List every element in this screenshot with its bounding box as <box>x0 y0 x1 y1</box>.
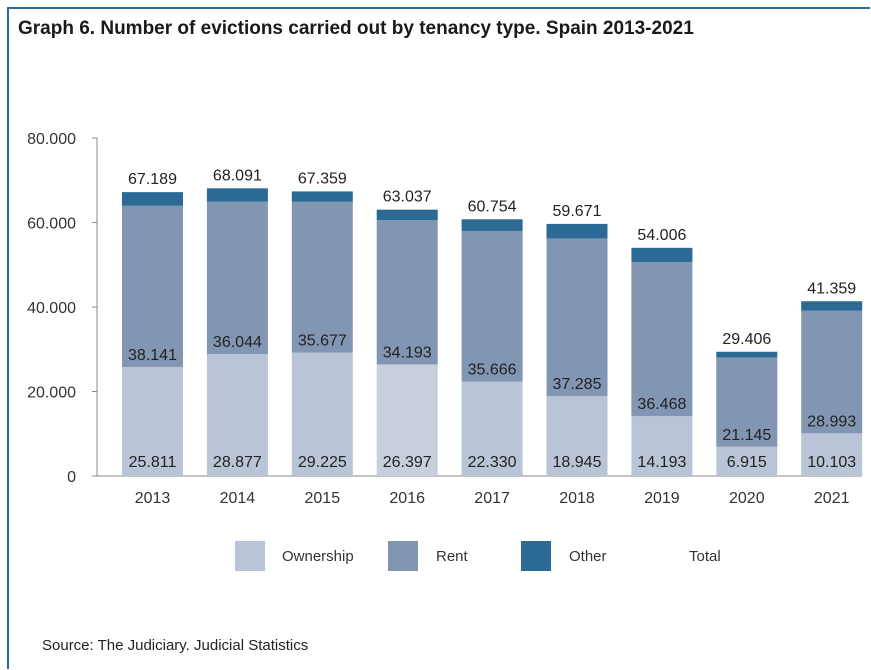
bar-ownership <box>546 395 608 476</box>
x-tick-label: 2014 <box>220 490 256 507</box>
legend-rent-label: Rent <box>436 548 469 565</box>
total-value-label: 67.359 <box>298 170 347 187</box>
total-value-label: 60.754 <box>468 198 517 215</box>
bar-other <box>461 219 523 231</box>
bar-other <box>376 209 438 221</box>
x-tick-label: 2016 <box>389 490 425 507</box>
rent-value-label: 28.993 <box>807 413 856 430</box>
x-tick-label: 2015 <box>305 490 341 507</box>
x-tick-label: 2021 <box>814 490 850 507</box>
legend-other-label: Other <box>569 548 607 565</box>
labels-layer: 25.811 38.141 67.189 28.877 36.044 68.091 29.2… <box>128 167 856 471</box>
legend-total-label: Total <box>689 548 721 565</box>
bar-rent <box>122 205 183 367</box>
rent-value-label: 21.145 <box>722 427 771 444</box>
rent-value-label: 35.666 <box>468 362 517 379</box>
ownership-value-label: 29.225 <box>298 454 347 471</box>
total-value-label: 41.359 <box>807 280 856 297</box>
x-tick-label: 2018 <box>559 490 595 507</box>
total-value-label: 29.406 <box>722 331 771 348</box>
bar-other <box>206 188 268 202</box>
x-tick-label: 2013 <box>135 490 171 507</box>
bar-ownership <box>376 364 438 476</box>
rent-value-label: 37.285 <box>553 376 602 393</box>
y-tick-label: 20.000 <box>27 385 76 402</box>
ownership-value-label: 28.877 <box>213 454 262 471</box>
ownership-value-label: 6.915 <box>727 454 767 471</box>
bar-rent <box>801 310 863 434</box>
bar-rent <box>716 357 778 447</box>
y-tick-label: 40.000 <box>27 300 76 317</box>
bar-ownership <box>206 353 268 476</box>
total-value-label: 67.189 <box>128 171 177 188</box>
x-tick-label: 2017 <box>474 490 510 507</box>
bar-rent <box>631 261 693 417</box>
ownership-value-label: 25.811 <box>129 454 177 471</box>
bar-other <box>122 192 183 206</box>
total-value-label: 68.091 <box>213 167 262 184</box>
total-value-label: 54.006 <box>637 227 686 244</box>
rent-value-label: 38.141 <box>128 347 177 364</box>
bar-ownership <box>122 366 183 476</box>
bars-layer <box>122 188 863 476</box>
total-value-label: 63.037 <box>383 189 432 206</box>
chart-title: Graph 6. Number of evictions carried out… <box>18 18 694 39</box>
rent-value-label: 36.044 <box>213 334 262 351</box>
bar-ownership <box>291 352 353 476</box>
ownership-value-label: 10.103 <box>807 454 856 471</box>
ownership-value-label: 18.945 <box>553 454 602 471</box>
ownership-value-label: 14.193 <box>637 454 686 471</box>
legend-other-swatch <box>521 541 551 571</box>
legend: Ownership Rent Other Total <box>235 541 721 571</box>
bar-other <box>631 247 693 262</box>
rent-value-label: 34.193 <box>383 344 432 361</box>
bar-other <box>546 223 608 239</box>
bar-rent <box>291 201 353 353</box>
bar-rent <box>546 238 608 396</box>
bar-ownership <box>716 446 778 476</box>
ownership-value-label: 26.397 <box>383 454 432 471</box>
bar-ownership <box>461 381 523 476</box>
bar-ownership <box>801 433 863 476</box>
ownership-value-label: 22.330 <box>468 454 517 471</box>
rent-value-label: 36.468 <box>637 396 686 413</box>
legend-rent-swatch <box>388 541 418 571</box>
x-tick-label: 2019 <box>644 490 680 507</box>
bar-ownership <box>631 416 693 476</box>
bar-other <box>801 301 863 311</box>
bar-rent <box>376 220 438 365</box>
bar-other <box>716 351 778 358</box>
axis-layer: 0 20.000 40.000 60.000 80.000 2013 2014 2015 201… <box>27 131 862 507</box>
total-value-label: 59.671 <box>553 203 602 220</box>
source-note: Source: The Judiciary. Judicial Statisti… <box>42 637 309 654</box>
bar-other <box>291 191 353 202</box>
x-tick-label: 2020 <box>729 490 765 507</box>
rent-value-label: 35.677 <box>298 333 347 350</box>
y-tick-label: 0 <box>67 469 76 486</box>
bar-rent <box>461 230 523 382</box>
y-tick-label: 80.000 <box>27 131 76 148</box>
legend-ownership-swatch <box>235 541 265 571</box>
legend-ownership-label: Ownership <box>282 548 354 565</box>
bar-rent <box>206 201 268 354</box>
y-tick-label: 60.000 <box>27 216 76 233</box>
